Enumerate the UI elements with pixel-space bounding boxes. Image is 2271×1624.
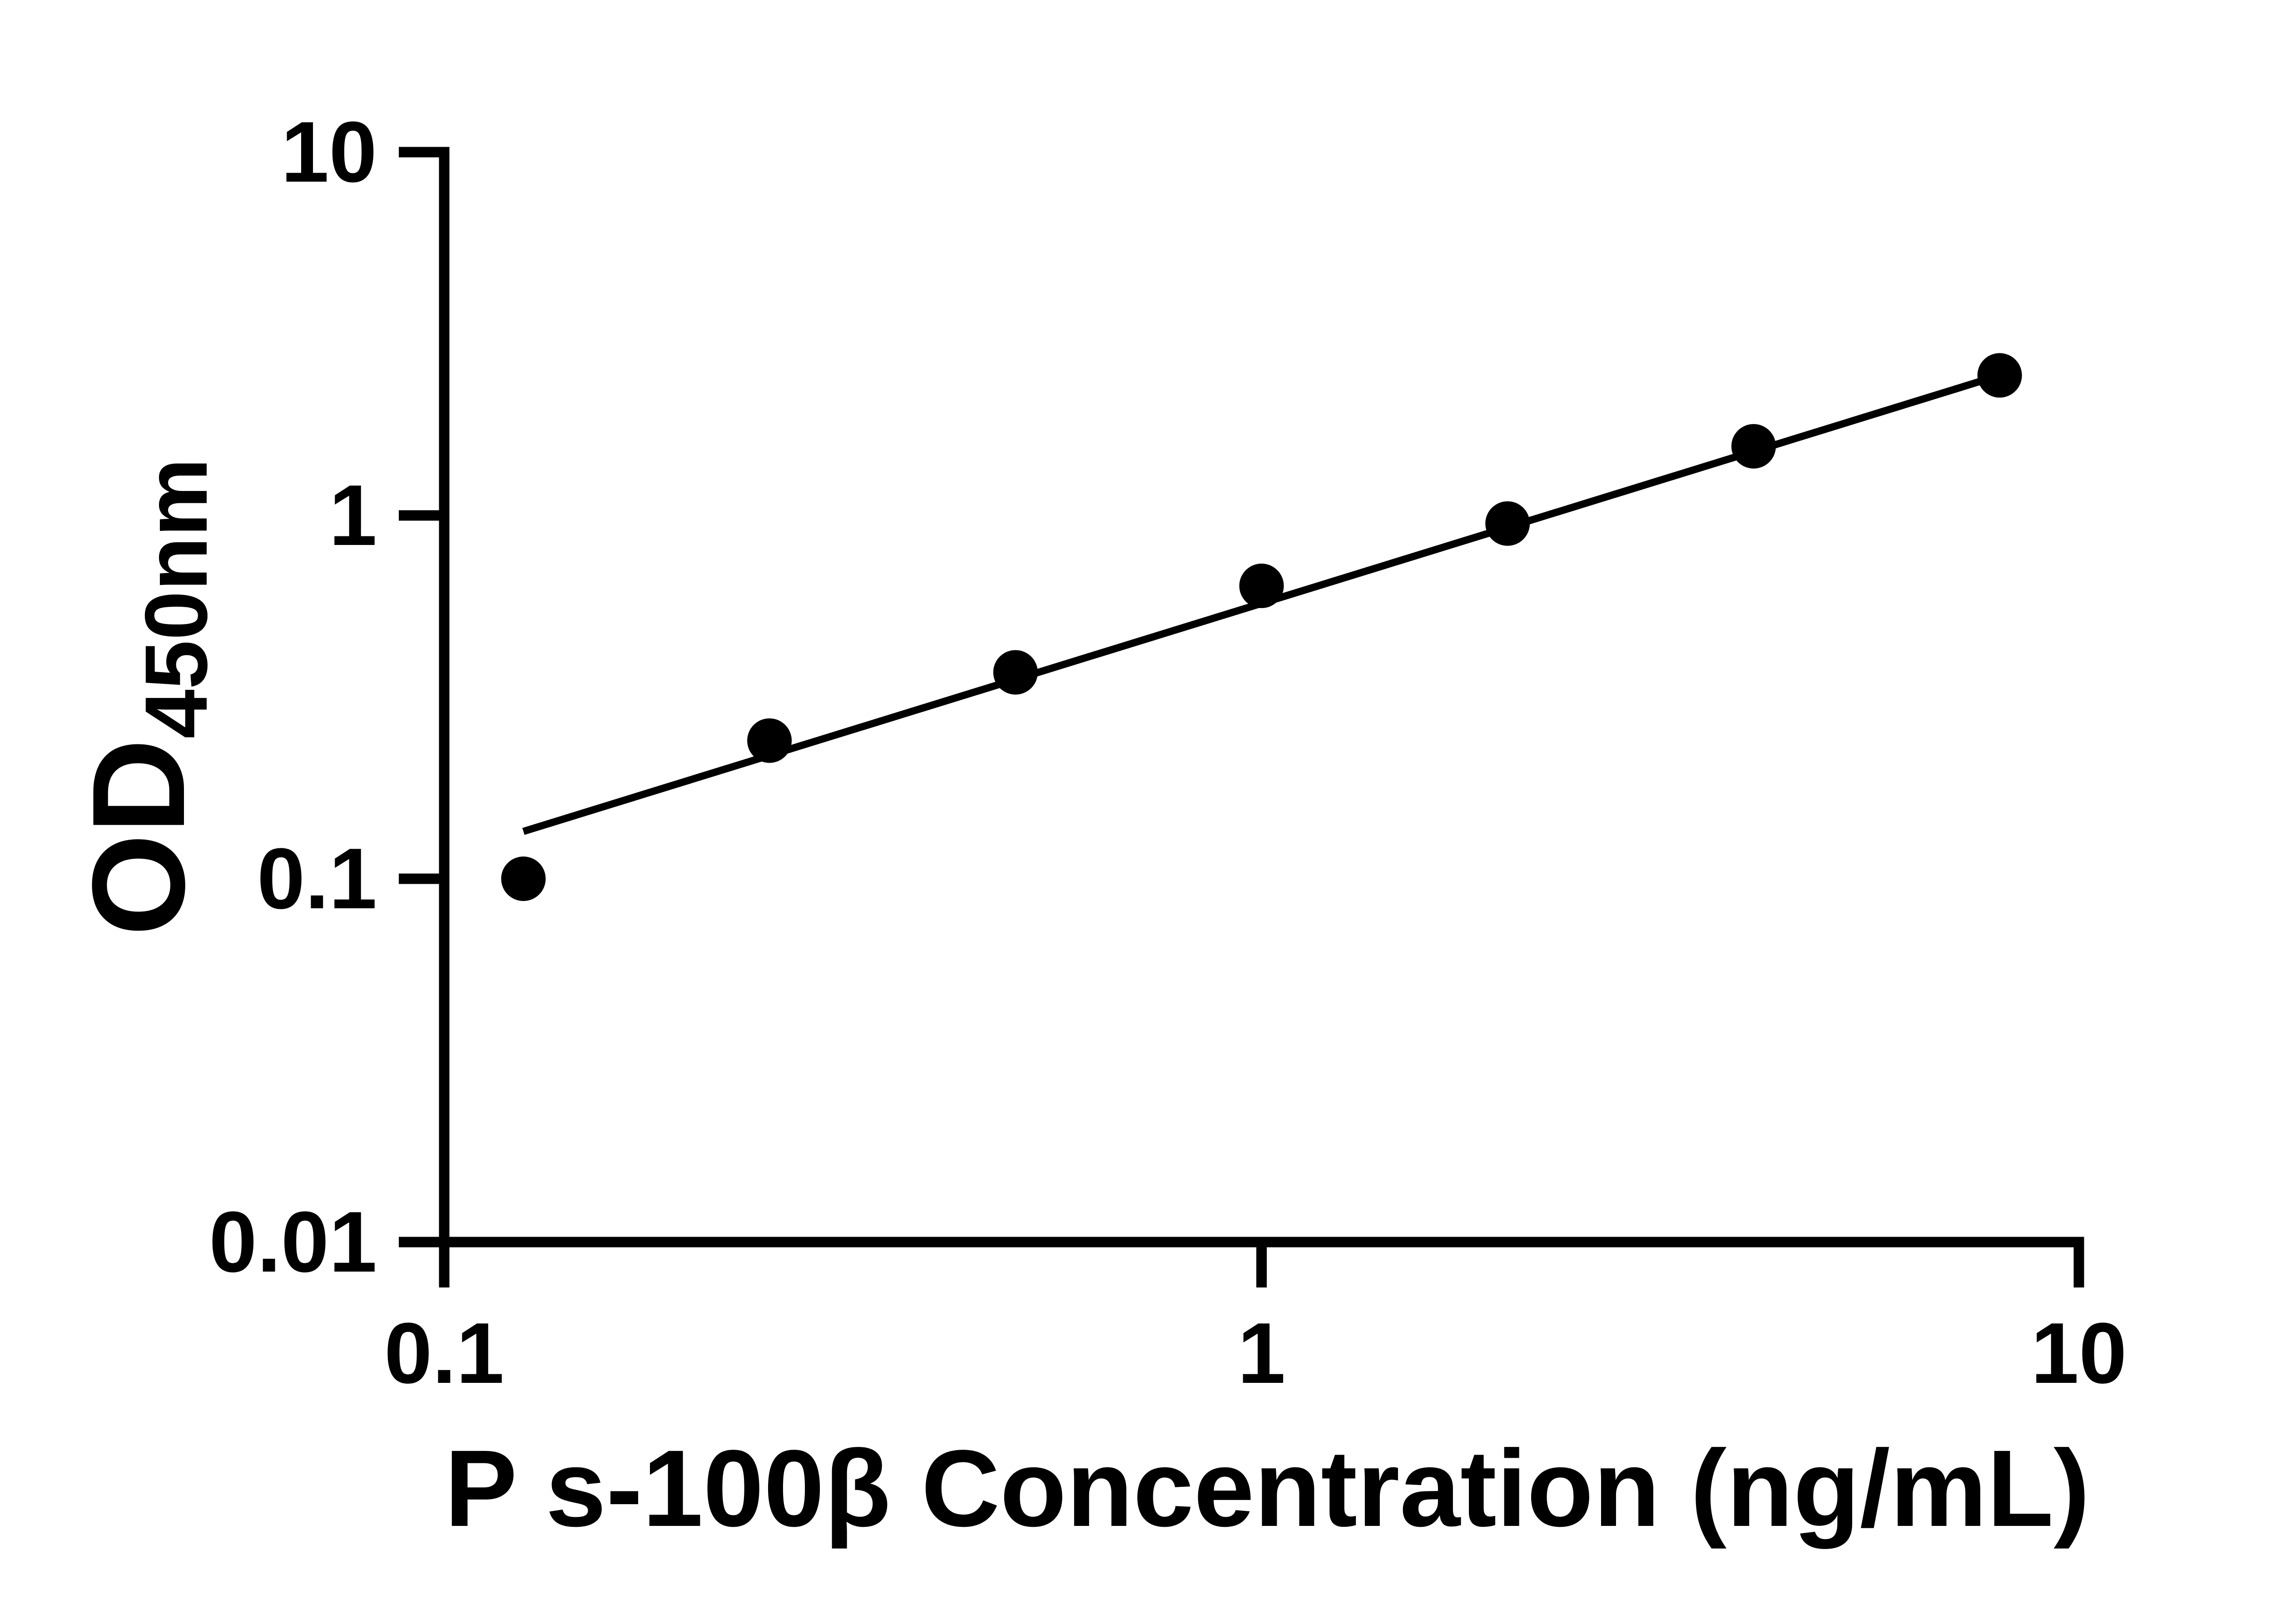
- y-axis-title: OD450nm: [65, 458, 226, 936]
- x-axis-title: P s-100β Concentration (ng/mL): [445, 1427, 2090, 1549]
- data-point: [501, 857, 546, 901]
- data-point: [1977, 353, 2022, 398]
- y-tick-label: 0.01: [209, 1194, 377, 1290]
- y-axis-title-main: OD: [65, 738, 212, 936]
- x-tick-label: 1: [1238, 1305, 1286, 1401]
- y-tick-label: 0.1: [257, 831, 377, 927]
- axis-ticks: [399, 147, 2084, 1287]
- x-tick-label: 10: [2031, 1305, 2127, 1401]
- data-point: [1485, 501, 1530, 546]
- data-point: [747, 718, 792, 763]
- data-point: [993, 650, 1038, 695]
- y-axis-title-subscript: 450nm: [127, 458, 226, 739]
- data-point: [1239, 564, 1284, 609]
- y-tick-label: 1: [329, 467, 377, 564]
- data-points: [501, 353, 2022, 901]
- axes: [439, 147, 2084, 1248]
- axis-spine: [439, 147, 2084, 1248]
- y-tick-label: 10: [281, 104, 377, 200]
- x-tick-label: 0.1: [384, 1305, 504, 1401]
- data-point: [1731, 424, 1776, 469]
